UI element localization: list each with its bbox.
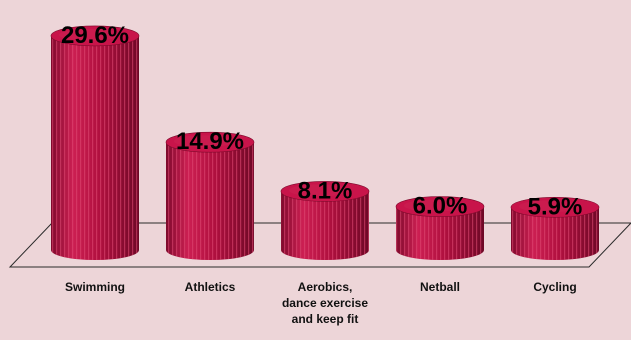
- bar-3: [280, 181, 370, 260]
- value-label-5: 5.9%: [528, 193, 583, 220]
- category-label-3: Aerobics, dance exercise and keep fit: [282, 280, 368, 326]
- bar-5: [510, 197, 600, 260]
- chart-floor: [8, 222, 631, 268]
- value-label-3: 8.1%: [298, 177, 353, 204]
- category-label-4: Netball: [420, 280, 460, 294]
- value-label-2: 14.9%: [176, 128, 244, 155]
- category-label-5: Cycling: [533, 280, 576, 294]
- value-label-4: 6.0%: [413, 193, 468, 220]
- value-label-1: 29.6%: [61, 22, 129, 49]
- bar-1: [50, 25, 140, 260]
- bar-2: [165, 131, 255, 260]
- category-label-2: Athletics: [185, 280, 236, 294]
- category-label-1: Swimming: [65, 280, 125, 294]
- bar-4: [395, 196, 485, 260]
